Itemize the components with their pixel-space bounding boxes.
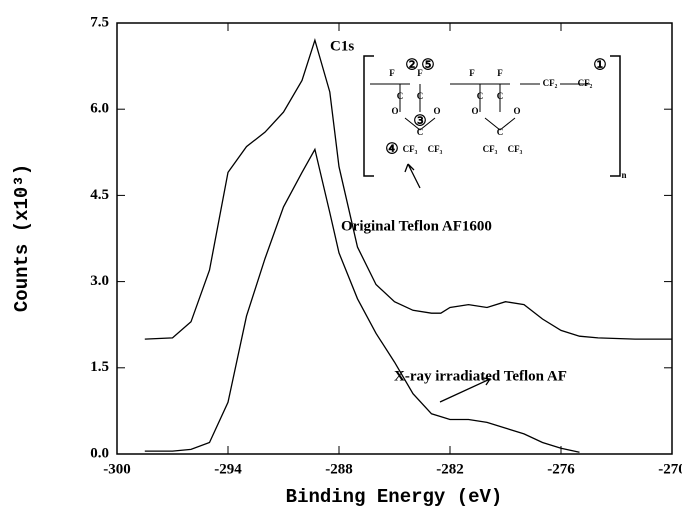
x-tick-label: -276 bbox=[547, 461, 575, 477]
annotation: X-ray irradiated Teflon AF bbox=[394, 368, 567, 384]
annotation-arrows bbox=[404, 163, 492, 403]
inset-label: O bbox=[433, 106, 440, 116]
inset-label: C bbox=[477, 91, 484, 101]
inset-label: C bbox=[417, 91, 424, 101]
annotation: C1s bbox=[330, 38, 354, 54]
x-tick-label: -294 bbox=[214, 461, 242, 477]
inset-label: ⑤ bbox=[421, 57, 434, 73]
inset-label: F bbox=[497, 68, 503, 78]
inset-brackets bbox=[363, 55, 621, 177]
inset-label: CF₃ bbox=[403, 144, 418, 154]
inset-bonds bbox=[370, 83, 590, 131]
y-tick-label: 6.0 bbox=[90, 101, 109, 117]
inset-label: C bbox=[417, 127, 424, 137]
inset-label: ③ bbox=[413, 113, 426, 129]
inset-label: n bbox=[621, 170, 626, 180]
x-tick-label: -288 bbox=[325, 461, 353, 477]
inset-label: F bbox=[417, 68, 423, 78]
inset-label: O bbox=[471, 106, 478, 116]
inset-label: CF₃ bbox=[428, 144, 443, 154]
inset-label: F bbox=[389, 68, 395, 78]
y-tick-label: 1.5 bbox=[90, 359, 109, 375]
inset-label: CF₃ bbox=[483, 144, 498, 154]
inset-label: F bbox=[469, 68, 475, 78]
inset-label: C bbox=[497, 91, 504, 101]
y-tick-label: 0.0 bbox=[90, 445, 109, 461]
inset-label: O bbox=[391, 106, 398, 116]
series-line bbox=[144, 147, 580, 453]
series-line bbox=[144, 37, 672, 340]
inset-label: CF₃ bbox=[508, 144, 523, 154]
inset-label: C bbox=[497, 127, 504, 137]
x-axis-label: Binding Energy (eV) bbox=[286, 486, 503, 508]
y-tick-label: 7.5 bbox=[90, 14, 109, 30]
plot-frame bbox=[116, 22, 673, 455]
annotation: Original Teflon AF1600 bbox=[341, 218, 492, 234]
inset-label: C bbox=[397, 91, 404, 101]
y-axis-label: Counts (x10³) bbox=[11, 164, 33, 312]
inset-label: ④ bbox=[385, 141, 398, 157]
inset-label: CF₂ bbox=[578, 78, 593, 88]
inset-label: ① bbox=[593, 57, 606, 73]
x-tick-label: -270 bbox=[658, 461, 682, 477]
x-tick-label: -300 bbox=[103, 461, 131, 477]
y-tick-label: 4.5 bbox=[90, 187, 109, 203]
inset-label: O bbox=[513, 106, 520, 116]
x-tick-label: -282 bbox=[436, 461, 464, 477]
inset-label: ② bbox=[405, 57, 418, 73]
y-tick-label: 3.0 bbox=[90, 273, 109, 289]
inset-label: CF₂ bbox=[543, 78, 558, 88]
